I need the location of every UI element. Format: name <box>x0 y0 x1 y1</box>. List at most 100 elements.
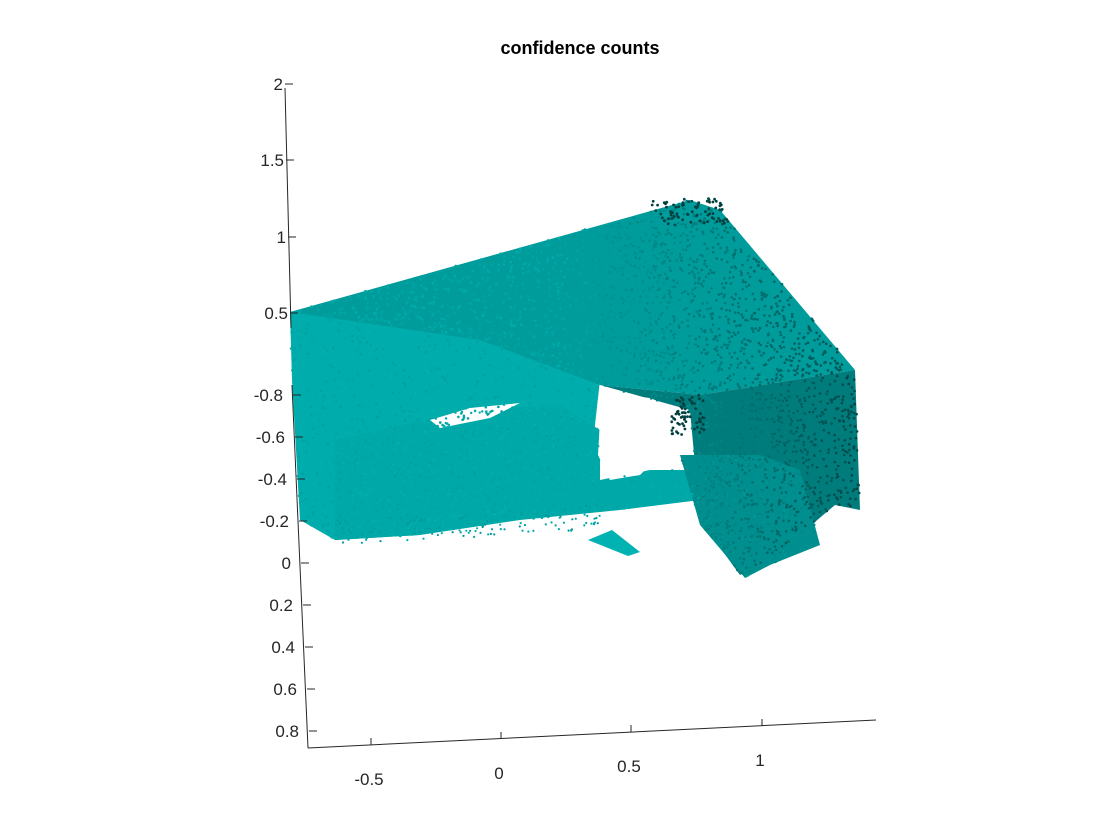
cloud-point <box>778 368 781 372</box>
cloud-point <box>527 479 530 482</box>
cloud-point <box>746 319 749 322</box>
cloud-point <box>581 229 585 232</box>
cloud-point <box>509 473 512 476</box>
cloud-point <box>435 336 438 340</box>
cloud-point <box>794 480 797 484</box>
cloud-point <box>582 474 585 477</box>
cloud-point <box>698 430 702 434</box>
cloud-point <box>732 237 735 240</box>
cloud-point <box>649 212 652 215</box>
cloud-point <box>484 299 487 303</box>
cloud-point <box>501 488 504 491</box>
cloud-point <box>406 513 409 517</box>
cloud-point <box>389 496 392 499</box>
cloud-point <box>662 281 666 285</box>
cloud-point <box>847 410 850 413</box>
cloud-point <box>814 407 817 411</box>
cloud-point <box>815 331 818 335</box>
cloud-point <box>338 522 341 525</box>
cloud-point <box>496 425 499 428</box>
cloud-point <box>349 476 353 479</box>
cloud-point <box>668 292 671 295</box>
cloud-point <box>794 499 797 503</box>
cloud-point <box>612 374 615 378</box>
cloud-point <box>581 413 585 416</box>
cloud-point <box>798 332 801 335</box>
cloud-point <box>627 218 631 222</box>
cloud-point <box>622 254 625 257</box>
cloud-point <box>390 452 394 456</box>
cloud-point <box>528 409 531 412</box>
cloud-point <box>332 338 336 341</box>
cloud-point <box>612 330 615 333</box>
cloud-point <box>816 504 820 508</box>
cloud-point <box>378 436 382 440</box>
cloud-point <box>450 281 454 285</box>
cloud-point <box>608 270 611 274</box>
cloud-point <box>770 508 774 512</box>
cloud-point <box>364 521 367 525</box>
cloud-point <box>473 494 477 498</box>
cloud-point <box>833 433 836 437</box>
cloud-point <box>725 526 729 530</box>
cloud-point <box>382 498 386 502</box>
cloud-point <box>406 292 410 295</box>
cloud-point <box>618 249 621 252</box>
cloud-point <box>593 332 597 335</box>
cloud-point <box>805 371 808 374</box>
cloud-point <box>752 443 755 447</box>
cloud-point <box>492 477 496 480</box>
cloud-point <box>695 267 698 271</box>
cloud-point <box>349 525 352 528</box>
cloud-point <box>411 282 415 285</box>
cloud-point <box>598 498 601 501</box>
cloud-point <box>770 529 774 533</box>
cloud-point <box>512 255 515 259</box>
cloud-point <box>670 429 674 432</box>
cloud-point <box>794 352 798 356</box>
cloud-point <box>805 389 809 392</box>
cloud-point <box>365 337 369 341</box>
cloud-point <box>722 460 725 463</box>
cloud-point <box>507 355 510 358</box>
cloud-point <box>696 401 700 404</box>
cloud-point <box>742 441 746 445</box>
cloud-point <box>681 201 685 205</box>
cloud-point <box>712 485 715 489</box>
cloud-point <box>796 371 799 375</box>
cloud-point <box>614 483 617 486</box>
cloud-point <box>809 486 812 490</box>
cloud-point <box>440 532 443 535</box>
cloud-point <box>529 244 533 248</box>
cloud-point <box>765 486 769 489</box>
cloud-point <box>411 480 414 483</box>
y-tick-label: 0.2 <box>269 596 293 615</box>
cloud-point <box>361 515 364 519</box>
cloud-point <box>306 389 309 393</box>
cloud-point <box>707 272 711 276</box>
cloud-point <box>537 353 540 357</box>
cloud-point <box>675 387 678 391</box>
cloud-point <box>417 467 420 470</box>
cloud-point <box>456 278 460 282</box>
z-tick-label: 2 <box>274 75 283 94</box>
cloud-point <box>811 503 814 507</box>
cloud-point <box>810 506 813 509</box>
cloud-point <box>578 349 581 353</box>
cloud-point <box>345 459 349 462</box>
cloud-point <box>704 487 707 491</box>
cloud-point <box>445 457 448 461</box>
cloud-point <box>428 515 431 518</box>
cloud-point <box>625 502 629 506</box>
cloud-point <box>488 488 492 491</box>
cloud-point <box>689 220 693 224</box>
cloud-point <box>399 318 403 321</box>
cloud-point <box>855 487 859 491</box>
cloud-point <box>678 298 681 302</box>
cloud-point <box>581 400 585 404</box>
cloud-point <box>325 320 328 324</box>
cloud-point <box>433 520 437 523</box>
cloud-point <box>533 382 537 386</box>
cloud-point <box>342 398 345 402</box>
cloud-point <box>576 434 579 437</box>
